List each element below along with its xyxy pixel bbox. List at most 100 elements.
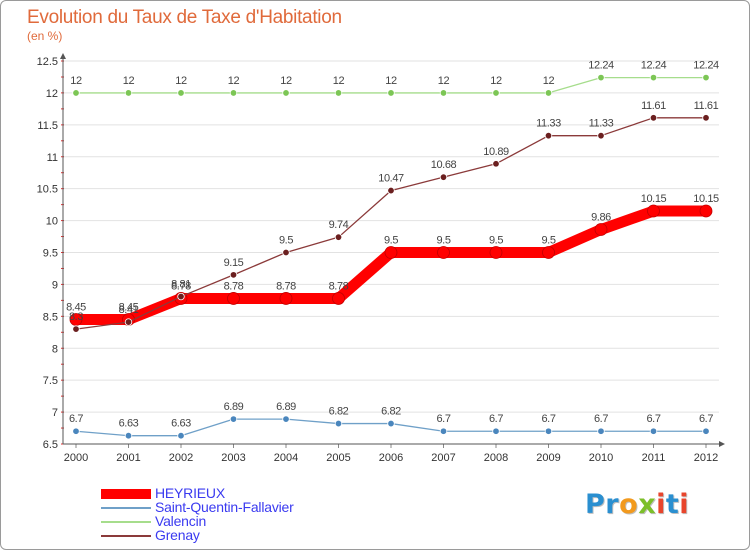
- x-tick-label: 2000: [64, 452, 88, 464]
- data-label: 6.89: [276, 401, 296, 413]
- data-label: 6.7: [436, 413, 450, 425]
- data-point: [282, 415, 290, 423]
- legend-label: HEYRIEUX: [155, 485, 225, 501]
- data-point: [597, 131, 605, 140]
- x-tick-label: 2009: [536, 452, 560, 464]
- data-label: 12: [385, 75, 397, 87]
- data-point: [72, 89, 80, 97]
- data-label: 12: [280, 75, 292, 87]
- data-label: 10.47: [378, 173, 404, 185]
- data-point: [492, 160, 500, 168]
- data-label: 11.61: [694, 100, 719, 112]
- y-tick-label: 7: [52, 407, 58, 419]
- y-tick-label: 9: [52, 279, 58, 291]
- x-tick-label: 2007: [431, 452, 455, 464]
- data-label: 8.3: [69, 311, 83, 323]
- y-tick-label: 6.5: [43, 439, 58, 451]
- data-label: 6.82: [329, 406, 349, 418]
- data-point: [72, 427, 80, 435]
- data-label: 10.15: [641, 193, 667, 205]
- data-label: 11.33: [589, 118, 614, 130]
- data-label: 8.78: [171, 280, 191, 292]
- data-label: 12.24: [588, 60, 614, 72]
- data-label: 8.45: [66, 302, 86, 314]
- data-point: [544, 89, 553, 97]
- x-tick-label: 2011: [642, 452, 666, 464]
- data-point: [282, 89, 290, 97]
- x-axis-arrow: [719, 441, 725, 447]
- data-point: [489, 246, 503, 259]
- logo-letter: x: [638, 489, 657, 520]
- data-label: 10.68: [431, 159, 457, 171]
- data-label: 8.45: [119, 302, 139, 314]
- data-point: [387, 419, 395, 428]
- data-point: [702, 73, 710, 82]
- data-point: [334, 89, 343, 97]
- data-label: 12: [228, 75, 240, 87]
- data-point: [177, 89, 185, 97]
- data-point: [492, 89, 500, 97]
- data-label: 6.7: [489, 413, 503, 425]
- chart-title: Evolution du Taux de Taxe d'Habitation: [27, 7, 342, 28]
- data-point: [229, 271, 238, 279]
- legend-label: Grenay: [155, 527, 200, 543]
- data-label: 9.5: [279, 235, 293, 247]
- logo-letter: r: [605, 489, 620, 520]
- data-point: [72, 325, 80, 333]
- logo-letter: i: [679, 489, 690, 520]
- data-point: [387, 89, 395, 97]
- data-label: 6.7: [699, 413, 713, 425]
- data-label: 12.24: [641, 60, 667, 72]
- y-tick-label: 10.5: [37, 184, 58, 196]
- data-label: 12: [123, 75, 135, 87]
- y-tick-label: 8: [52, 343, 58, 355]
- data-point: [229, 415, 238, 423]
- chart-unit: (en %): [27, 29, 63, 43]
- data-point: [282, 248, 290, 257]
- data-point: [439, 427, 448, 435]
- data-label: 12: [490, 75, 502, 87]
- x-tick-label: 2003: [221, 452, 245, 464]
- y-tick-label: 12: [46, 88, 58, 100]
- proxiti-logo: Proxiti: [585, 489, 689, 520]
- data-label: 6.7: [541, 413, 555, 425]
- data-label: 6.82: [381, 406, 401, 418]
- data-point: [544, 427, 553, 435]
- data-label: 9.5: [384, 235, 398, 247]
- data-point: [649, 73, 658, 82]
- data-point: [594, 223, 608, 236]
- data-point: [702, 114, 710, 122]
- data-label: 9.5: [489, 235, 503, 247]
- data-label: 9.15: [224, 257, 244, 269]
- data-point: [332, 292, 345, 305]
- data-label: 6.89: [224, 401, 244, 413]
- data-point: [177, 292, 185, 301]
- legend-swatch: [101, 507, 151, 509]
- data-label: 10.89: [483, 146, 509, 158]
- legend-swatch: [101, 521, 151, 523]
- y-tick-label: 9.5: [43, 248, 58, 260]
- data-point: [124, 318, 133, 326]
- data-label: 6.7: [69, 413, 83, 425]
- legend-label: Valencin: [155, 513, 207, 529]
- data-label: 12: [543, 75, 555, 87]
- data-label: 12: [333, 75, 345, 87]
- x-tick-label: 2004: [274, 452, 298, 464]
- data-point: [334, 233, 343, 241]
- data-point: [649, 427, 658, 435]
- data-label: 9.5: [436, 235, 450, 247]
- data-label: 12: [70, 75, 82, 87]
- data-label: 8.41: [119, 304, 139, 316]
- data-label: 8.78: [224, 280, 244, 292]
- legend-label: Saint-Quentin-Fallavier: [155, 499, 294, 515]
- data-label: 8.78: [329, 280, 349, 292]
- data-label: 9.74: [329, 219, 349, 231]
- data-point: [229, 89, 238, 97]
- data-point: [439, 89, 448, 97]
- data-point: [124, 432, 133, 440]
- data-point: [544, 131, 553, 140]
- x-tick-label: 2010: [589, 452, 613, 464]
- data-point: [647, 204, 660, 218]
